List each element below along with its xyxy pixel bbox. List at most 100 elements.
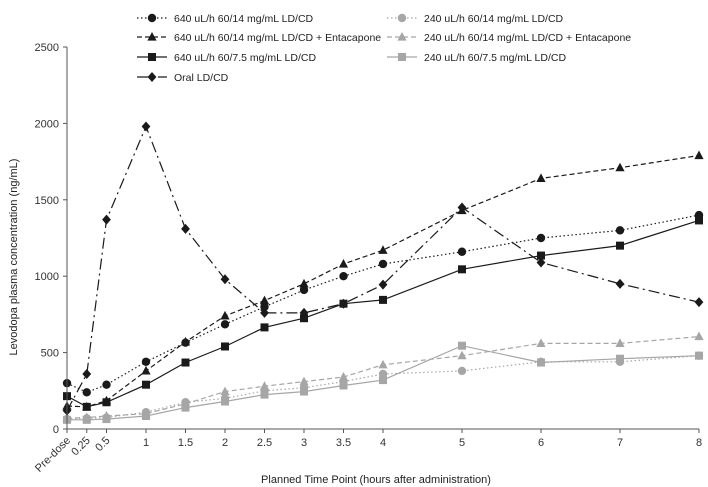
data-point [180,336,191,346]
data-point [220,274,230,285]
x-tick-label: 0.25 [69,435,93,459]
x-tick-label: 2.5 [257,437,272,449]
data-point [142,380,150,389]
data-point [457,350,467,360]
data-point [379,295,387,304]
y-tick-label: 1500 [35,195,59,207]
data-point [300,387,308,396]
data-point [339,272,348,281]
y-axis: 0 500 1000 1500 2000 2500 [35,42,68,436]
x-tick-label: 5 [459,437,465,449]
legend-item: 240 uL/h 60/14 mg/mL LD/CD + Entacapone [387,32,631,44]
data-point [378,359,388,369]
data-point [102,380,111,389]
y-tick-label: 500 [41,348,59,360]
data-point [142,412,150,421]
legend-marker [147,13,157,23]
data-point [299,307,309,318]
data-point [536,233,546,243]
legend-item: 640 uL/h 60/14 mg/mL LD/CD + Entacapone [137,32,381,44]
data-point [338,372,349,381]
data-point [378,369,388,379]
data-point [537,358,545,367]
data-point [615,162,625,172]
y-tick-label: 2000 [35,118,59,130]
data-point [221,342,229,351]
y-tick-label: 2500 [35,42,59,54]
data-point [379,376,387,385]
data-point [299,278,309,288]
data-point [458,341,466,350]
legend-item: 240 uL/h 60/7.5 mg/mL LD/CD [387,52,566,64]
data-point [260,390,269,399]
series-7 [62,121,704,416]
data-point [378,279,388,290]
legend-marker [397,13,407,23]
legend-marker [397,32,407,41]
data-point [695,216,703,225]
x-tick-label: 4 [380,437,386,449]
x-tick-label: 0.5 [93,435,112,454]
data-point [141,365,151,375]
x-tick-label: 8 [696,437,702,449]
series-line [66,214,700,393]
data-point [457,366,467,376]
data-point [457,247,467,256]
data-point [181,358,190,367]
legend-label: 240 uL/h 60/7.5 mg/mL LD/CD [424,52,566,64]
data-point [339,298,348,309]
y-tick-label: 1000 [35,271,59,283]
legend-label: 640 uL/h 60/14 mg/mL LD/CD + Entacapone [174,32,381,44]
data-point [694,297,704,308]
data-point [102,415,111,424]
legend-label: 240 uL/h 60/14 mg/mL LD/CD [424,13,564,25]
plot-area [62,121,704,424]
data-point [82,402,91,411]
legend-marker [398,53,406,61]
data-point [457,202,467,213]
series-1 [62,210,704,397]
series-line [66,355,700,420]
x-tick-label: 1 [143,437,149,449]
data-point [220,320,230,329]
y-axis-title: Levodopa plasma concentration (ng/mL) [8,159,20,356]
data-point [102,398,111,407]
x-tick-label: 1.5 [178,437,193,449]
data-point [299,376,309,386]
data-point [694,331,704,341]
series-6 [63,341,703,424]
data-point [536,173,546,183]
data-point [181,403,190,412]
data-point [338,258,349,268]
data-point [537,251,545,260]
x-axis-title: Planned Time Point (hours after administ… [261,474,491,486]
legend-marker [147,72,157,82]
series-line [66,124,700,411]
x-tick-label: 7 [617,437,623,449]
data-point [259,295,270,305]
data-point [694,150,704,160]
data-point [82,368,92,379]
data-point [260,302,269,311]
series-line [66,336,700,419]
x-tick-label: 2 [222,437,228,449]
x-tick-label: 6 [538,437,544,449]
data-point [378,245,388,254]
data-point [221,397,229,406]
legend-label: 640 uL/h 60/7.5 mg/mL LD/CD [174,52,316,64]
x-tick-label: 3 [301,437,307,449]
data-point [181,223,190,234]
data-point [339,381,348,390]
data-point [300,314,308,323]
data-point [259,381,270,390]
data-point [260,323,269,332]
y-tick-label: 0 [53,424,59,436]
data-point [82,388,91,397]
series-line [66,219,700,408]
data-point [615,278,625,289]
legend-marker [147,32,157,41]
legend-item: 640 uL/h 60/14 mg/mL LD/CD [137,13,314,25]
series-line [66,154,700,408]
legend-label: 240 uL/h 60/14 mg/mL LD/CD + Entacapone [424,32,631,44]
